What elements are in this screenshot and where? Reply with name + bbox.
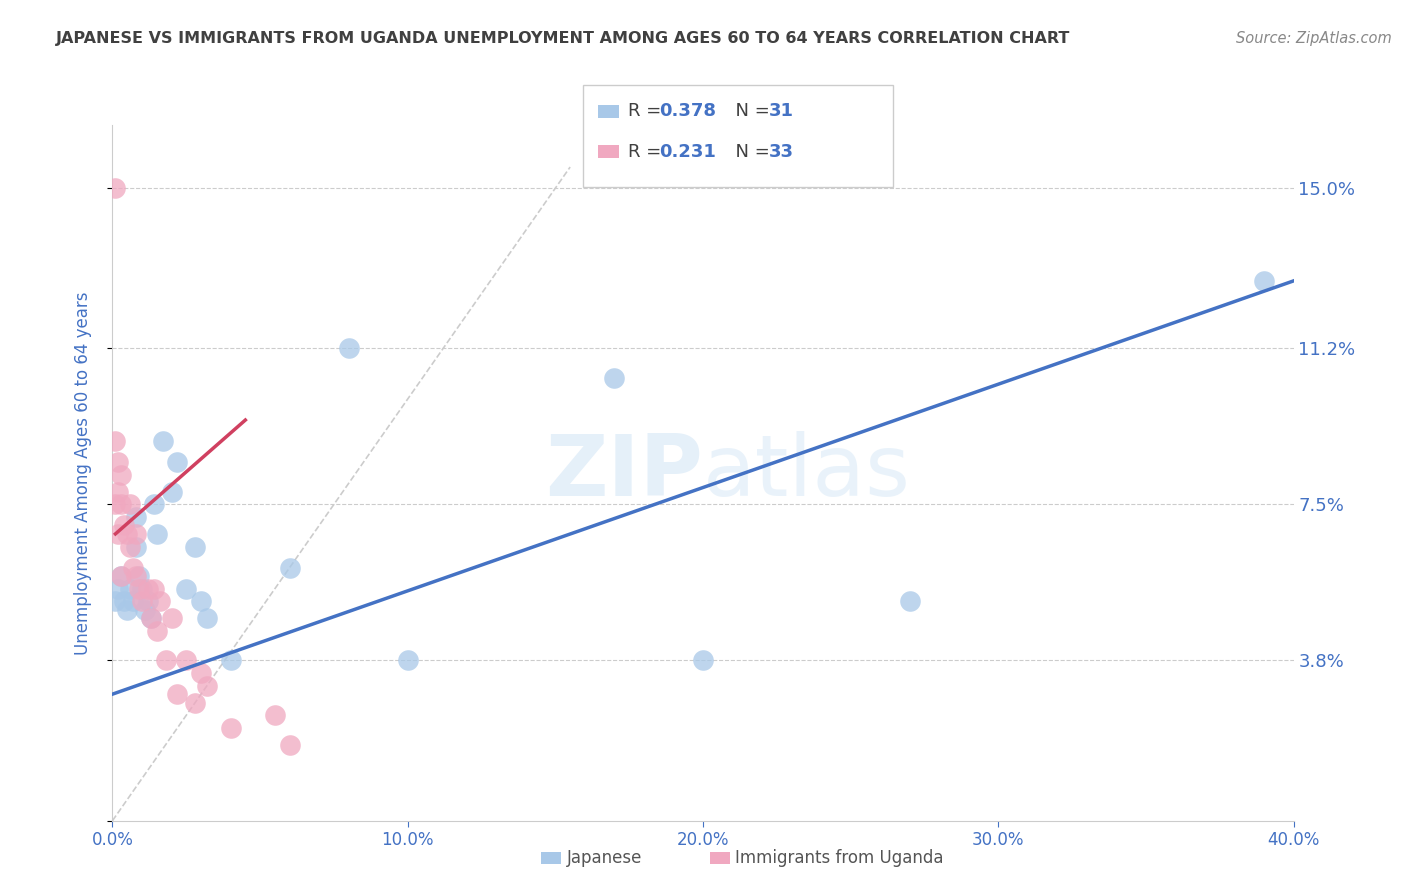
Point	[117, 527, 138, 541]
Point	[120, 540, 142, 554]
Point	[396, 653, 419, 667]
Point	[110, 497, 132, 511]
Point	[278, 738, 301, 752]
Point	[110, 569, 132, 583]
Point	[184, 540, 207, 554]
Point	[184, 696, 207, 710]
Text: R =: R =	[628, 103, 668, 120]
Point	[195, 611, 218, 625]
Point	[117, 603, 138, 617]
Point	[160, 484, 183, 499]
Point	[142, 497, 165, 511]
Text: atlas: atlas	[703, 431, 911, 515]
Point	[104, 181, 127, 195]
Point	[139, 611, 162, 625]
Text: ZIP: ZIP	[546, 431, 703, 515]
Point	[278, 560, 301, 574]
Point	[146, 624, 169, 638]
Point	[110, 569, 132, 583]
Text: 31: 31	[769, 103, 794, 120]
Text: N =: N =	[724, 103, 776, 120]
Point	[128, 569, 150, 583]
Point	[264, 708, 287, 723]
Point	[107, 484, 129, 499]
Text: JAPANESE VS IMMIGRANTS FROM UGANDA UNEMPLOYMENT AMONG AGES 60 TO 64 YEARS CORREL: JAPANESE VS IMMIGRANTS FROM UGANDA UNEMP…	[56, 31, 1070, 46]
Point	[110, 467, 132, 482]
Text: Source: ZipAtlas.com: Source: ZipAtlas.com	[1236, 31, 1392, 46]
Point	[120, 497, 142, 511]
Point	[104, 594, 127, 608]
Text: N =: N =	[724, 143, 776, 161]
Point	[692, 653, 714, 667]
Point	[120, 582, 142, 596]
Point	[146, 527, 169, 541]
Point	[122, 560, 145, 574]
Point	[104, 434, 127, 449]
Point	[160, 611, 183, 625]
Point	[166, 687, 188, 701]
Point	[190, 666, 212, 681]
Point	[131, 582, 153, 596]
Text: Immigrants from Uganda: Immigrants from Uganda	[735, 849, 943, 867]
Point	[104, 497, 127, 511]
Text: R =: R =	[628, 143, 668, 161]
Point	[112, 594, 135, 608]
Y-axis label: Unemployment Among Ages 60 to 64 years: Unemployment Among Ages 60 to 64 years	[73, 291, 91, 655]
Point	[107, 582, 129, 596]
Point	[166, 455, 188, 469]
Point	[152, 434, 174, 449]
Point	[155, 653, 177, 667]
Point	[337, 342, 360, 356]
Point	[125, 510, 148, 524]
Point	[112, 518, 135, 533]
Point	[142, 582, 165, 596]
Point	[107, 527, 129, 541]
Point	[1253, 274, 1275, 288]
Point	[174, 653, 197, 667]
Point	[603, 371, 626, 385]
Point	[107, 455, 129, 469]
Point	[195, 679, 218, 693]
Text: 0.378: 0.378	[659, 103, 717, 120]
Point	[136, 594, 159, 608]
Point	[898, 594, 921, 608]
Point	[149, 594, 172, 608]
Point	[219, 653, 242, 667]
Point	[125, 527, 148, 541]
Point	[174, 582, 197, 596]
Point	[125, 540, 148, 554]
Text: Japanese: Japanese	[567, 849, 643, 867]
Point	[134, 603, 156, 617]
Point	[125, 569, 148, 583]
Point	[131, 594, 153, 608]
Point	[190, 594, 212, 608]
Text: 0.231: 0.231	[659, 143, 716, 161]
Point	[128, 582, 150, 596]
Text: 33: 33	[769, 143, 794, 161]
Point	[139, 611, 162, 625]
Point	[136, 582, 159, 596]
Point	[219, 721, 242, 735]
Point	[122, 594, 145, 608]
